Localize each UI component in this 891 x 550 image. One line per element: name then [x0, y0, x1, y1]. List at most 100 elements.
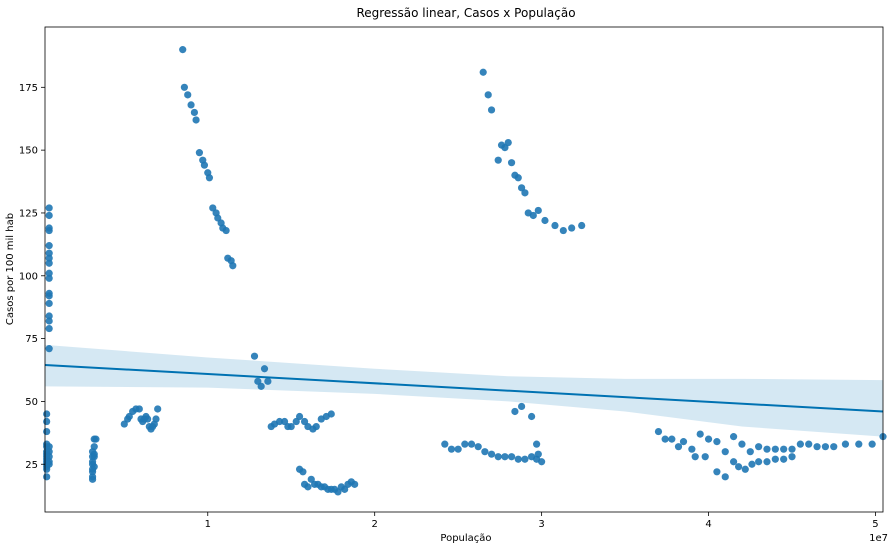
data-point — [260, 365, 269, 373]
data-point — [674, 443, 683, 451]
data-point — [250, 352, 259, 360]
data-point — [43, 427, 51, 436]
data-point — [264, 377, 272, 385]
data-point — [514, 174, 522, 182]
data-point — [45, 204, 53, 212]
data-point — [821, 443, 830, 451]
x-tick-label: 5 — [872, 519, 878, 530]
y-tick-label: 50 — [25, 397, 38, 408]
data-point — [755, 458, 763, 466]
data-point — [654, 427, 663, 436]
data-point — [454, 445, 462, 453]
data-point — [205, 174, 214, 182]
data-point — [780, 455, 788, 463]
data-point — [529, 211, 537, 220]
data-point — [92, 435, 100, 443]
data-point — [805, 440, 813, 448]
data-point — [45, 443, 53, 451]
data-point — [771, 445, 779, 453]
data-point — [187, 101, 195, 109]
data-point — [679, 438, 688, 446]
data-point — [551, 221, 559, 230]
data-point — [517, 402, 526, 411]
data-point — [45, 312, 53, 320]
x-tick-label: 3 — [538, 519, 544, 530]
data-point — [568, 224, 576, 232]
data-point — [721, 473, 729, 481]
data-point — [729, 433, 738, 441]
data-point — [738, 440, 746, 448]
data-point — [538, 458, 546, 466]
x-tick-label: 4 — [705, 519, 711, 530]
data-point — [763, 458, 771, 466]
data-point — [771, 455, 779, 463]
data-point — [788, 453, 796, 461]
data-point — [45, 292, 53, 300]
data-point — [494, 453, 502, 461]
y-tick-label: 150 — [19, 146, 38, 157]
data-point — [45, 242, 53, 250]
data-point — [729, 458, 738, 466]
data-point — [135, 405, 143, 413]
data-point — [511, 407, 519, 416]
data-point — [868, 440, 876, 448]
data-point — [514, 455, 522, 463]
x-tick-label: 1 — [205, 519, 211, 530]
data-point — [45, 249, 53, 257]
data-point — [780, 445, 788, 453]
data-point — [578, 221, 586, 230]
data-point — [88, 468, 97, 476]
data-point — [184, 91, 192, 99]
data-point — [741, 465, 749, 473]
data-point — [351, 480, 359, 488]
data-point — [713, 468, 721, 476]
data-point — [494, 156, 502, 164]
data-point — [661, 435, 669, 443]
data-point — [45, 460, 53, 468]
data-point — [830, 443, 838, 451]
data-point — [796, 440, 804, 448]
data-point — [746, 448, 754, 456]
data-point — [696, 430, 704, 438]
plot-area — [43, 46, 887, 496]
data-point — [841, 440, 850, 448]
data-point — [190, 108, 199, 117]
y-tick-label: 100 — [19, 271, 38, 282]
data-point — [180, 83, 188, 91]
data-point — [501, 453, 509, 461]
y-axis-label: Casos por 100 mil hab — [5, 213, 16, 325]
data-point — [481, 448, 489, 456]
data-point — [534, 450, 542, 458]
data-point — [45, 269, 53, 277]
data-point — [507, 453, 516, 461]
data-point — [179, 46, 187, 54]
x-axis-offset-label: 1e7 — [869, 533, 888, 544]
data-point — [441, 440, 449, 448]
plot-frame — [44, 26, 884, 513]
data-point — [144, 415, 152, 423]
data-point — [299, 468, 307, 476]
x-axis-label: População — [440, 533, 491, 544]
data-point — [487, 106, 496, 114]
data-point — [461, 440, 469, 448]
y-tick-label: 175 — [19, 83, 38, 94]
data-point — [504, 138, 512, 147]
data-point — [713, 438, 721, 446]
data-point — [534, 206, 542, 215]
data-point — [559, 226, 567, 235]
data-point — [257, 382, 265, 390]
regression-line — [44, 363, 884, 413]
data-point — [528, 412, 536, 421]
data-point — [474, 443, 482, 451]
data-point — [763, 445, 771, 453]
data-point — [701, 453, 709, 461]
data-point — [748, 460, 756, 468]
data-point — [45, 448, 53, 456]
data-point — [45, 226, 53, 235]
data-point — [45, 317, 53, 325]
data-point — [533, 440, 541, 448]
data-point — [479, 68, 487, 76]
data-point — [668, 435, 676, 443]
data-point — [521, 455, 529, 463]
data-point — [154, 405, 162, 413]
